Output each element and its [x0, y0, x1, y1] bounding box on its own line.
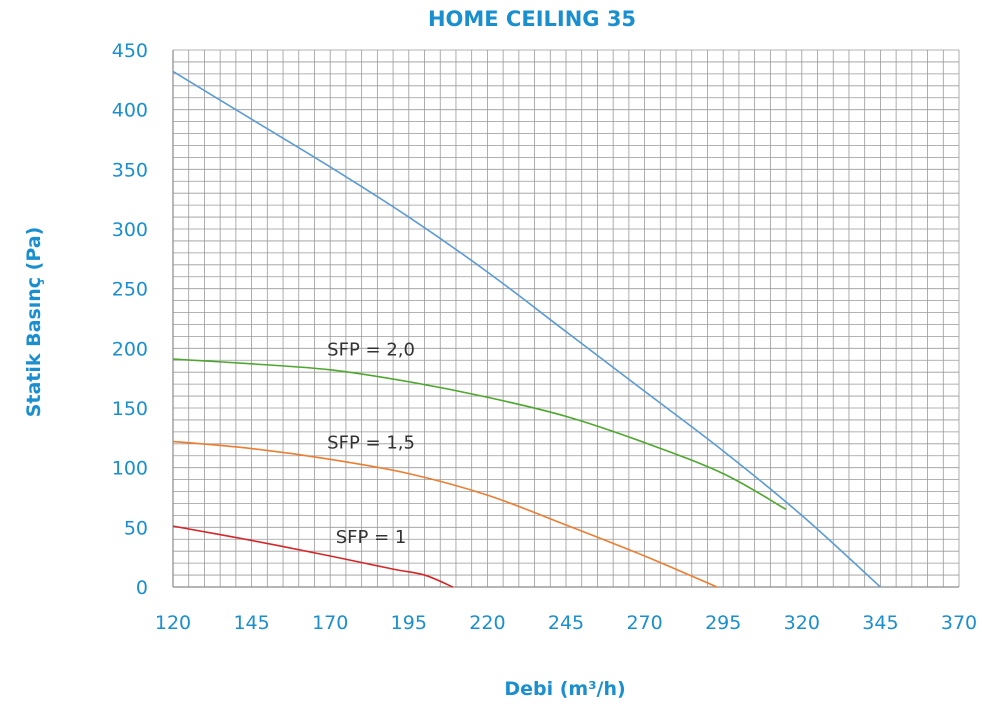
- grid: [172, 49, 960, 588]
- y-tick-label: 150: [112, 398, 148, 420]
- x-tick-label: 195: [391, 612, 427, 634]
- x-tick-label: 145: [233, 612, 269, 634]
- y-tick-label: 100: [112, 458, 148, 480]
- x-axis-title: Debi (m³/h): [504, 678, 625, 700]
- chart-title: HOME CEILING 35: [428, 7, 636, 31]
- sfp-annotation: SFP = 1,5: [327, 433, 415, 454]
- y-axis-title: Statik Basınç (Pa): [23, 227, 45, 418]
- y-tick-label: 250: [112, 279, 148, 301]
- y-tick-label: 450: [112, 40, 148, 62]
- sfp-annotation: SFP = 1: [336, 527, 407, 548]
- x-tick-label: 320: [784, 612, 820, 634]
- x-tick-label: 345: [862, 612, 898, 634]
- series-line-2: [172, 358, 787, 511]
- sfp-annotation: SFP = 2,0: [327, 339, 415, 360]
- series-line-4: [172, 525, 454, 588]
- y-tick-label: 0: [136, 577, 148, 599]
- x-tick-label: 370: [941, 612, 977, 634]
- x-tick-label: 270: [626, 612, 662, 634]
- x-tick-label: 170: [312, 612, 348, 634]
- tick-labels: 120 145 170 195 220 245 270 295 320 345 370 0 50 100 1…: [112, 40, 977, 634]
- series-line-1: [172, 70, 881, 588]
- x-tick-label: 295: [705, 612, 741, 634]
- x-tick-label: 120: [155, 612, 191, 634]
- series-line-3: [172, 440, 718, 588]
- y-tick-label: 300: [112, 219, 148, 241]
- x-tick-label: 245: [548, 612, 584, 634]
- y-tick-label: 200: [112, 338, 148, 360]
- annotations: SFP = 2,0 SFP = 1,5 SFP = 1: [327, 339, 415, 547]
- y-tick-label: 400: [112, 100, 148, 122]
- y-tick-label: 50: [124, 517, 148, 539]
- series-lines: [172, 70, 881, 588]
- x-tick-label: 220: [469, 612, 505, 634]
- y-tick-label: 350: [112, 159, 148, 181]
